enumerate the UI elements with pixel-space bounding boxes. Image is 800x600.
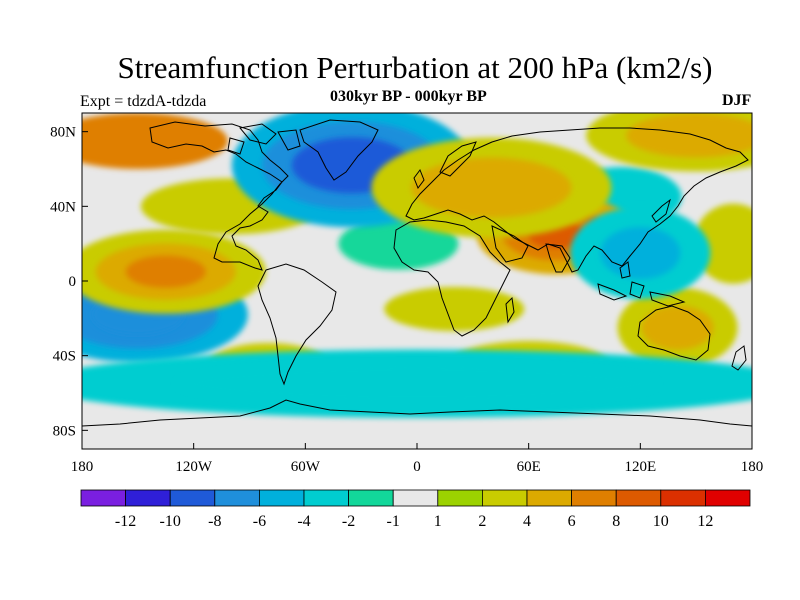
colorbar-tick-label: -2 bbox=[342, 513, 355, 530]
colorbar-tick-label: 2 bbox=[478, 513, 486, 530]
page-title: Streamfunction Perturbation at 200 hPa (… bbox=[117, 50, 713, 85]
colorbar-swatch bbox=[258, 489, 305, 507]
colorbar-swatch bbox=[437, 489, 483, 507]
lat-tick-label: 80N bbox=[50, 125, 76, 141]
contour-southeast-asia-western-pacific-low-2 bbox=[600, 227, 681, 279]
colorbar-swatch bbox=[348, 489, 394, 507]
contour-arctic-siberia-high-2 bbox=[626, 113, 752, 158]
colorbar-tick-label: -4 bbox=[297, 513, 310, 530]
lon-tick-label: 180 bbox=[71, 459, 94, 475]
lat-tick-label: 40S bbox=[53, 349, 76, 365]
coastlines bbox=[82, 119, 752, 427]
coastline-eurasia bbox=[405, 127, 749, 273]
lon-tick-label: 120E bbox=[624, 459, 656, 475]
coastline-australia bbox=[637, 305, 711, 361]
colorbar-swatch bbox=[80, 489, 126, 507]
contour-band-2 bbox=[338, 217, 459, 270]
contour-tropical-east-pacific-high-3 bbox=[125, 255, 206, 288]
coastline-arabia bbox=[491, 225, 529, 263]
colorbar-tick-label: 8 bbox=[612, 513, 620, 530]
colorbar-tick-label: -8 bbox=[208, 513, 221, 530]
season-label: DJF bbox=[722, 92, 752, 109]
lat-tick-label: 0 bbox=[69, 274, 77, 290]
colorbar-tick-label: -10 bbox=[160, 513, 181, 530]
colorbar-tick-label: -12 bbox=[115, 513, 136, 530]
colorbar-tick-label: 6 bbox=[568, 513, 576, 530]
colorbar-tick-label: 1 bbox=[434, 513, 442, 530]
colorbar-swatch bbox=[615, 489, 662, 507]
colorbar-swatch bbox=[303, 489, 349, 507]
coastline-greenland bbox=[299, 119, 379, 181]
contour-band-3 bbox=[384, 287, 525, 331]
coastline-arctic-islands bbox=[227, 123, 301, 155]
period-label: 030kyr BP - 000kyr BP bbox=[330, 88, 487, 105]
colorbar-tick-label: 10 bbox=[653, 513, 669, 530]
colorbar-swatch bbox=[214, 489, 260, 507]
coastline-new-zealand bbox=[731, 345, 747, 371]
colorbar-swatch bbox=[125, 489, 171, 507]
lon-tick-label: 60W bbox=[291, 459, 321, 475]
colorbar-tick-label: -1 bbox=[387, 513, 400, 530]
colorbar-swatch bbox=[169, 489, 216, 507]
colorbar-swatch bbox=[705, 489, 751, 507]
coastline-madagascar bbox=[505, 296, 515, 324]
lon-tick-label: 60E bbox=[517, 459, 541, 475]
contour-band-5 bbox=[82, 113, 228, 169]
coastline-maritime-continent bbox=[597, 261, 686, 307]
lat-tick-label: 40N bbox=[50, 199, 76, 215]
coastline-scandinavia bbox=[439, 141, 477, 177]
coastline-south-america bbox=[257, 263, 337, 386]
colorbar-tick-label: 12 bbox=[697, 513, 713, 530]
longitude-axis: 180 120W 60W 0 60E 120E 180 bbox=[71, 443, 764, 475]
coastline-british-isles bbox=[413, 168, 425, 190]
coastline-antarctica bbox=[82, 399, 752, 427]
colorbar-swatch bbox=[660, 489, 706, 507]
coastline-india bbox=[545, 243, 571, 273]
colorbar-swatch bbox=[392, 489, 439, 507]
lon-tick-label: 0 bbox=[413, 459, 421, 475]
coastline-japan bbox=[651, 198, 671, 223]
colorbar-tick-label: 4 bbox=[523, 513, 531, 530]
lon-tick-label: 180 bbox=[741, 459, 764, 475]
colorbar-tick-label: -6 bbox=[253, 513, 266, 530]
colorbar-swatch bbox=[526, 489, 572, 507]
lon-tick-label: 120W bbox=[175, 459, 213, 475]
coastline-north-america bbox=[149, 121, 289, 271]
colorbar-swatch bbox=[481, 489, 528, 507]
experiment-label: Expt = tdzdA-tdzda bbox=[80, 93, 207, 110]
contour-southern-ocean-wave-train-2 bbox=[177, 363, 657, 404]
contour-eurasian-high-2 bbox=[411, 157, 572, 218]
lat-tick-label: 80S bbox=[53, 423, 76, 439]
colorbar-swatch bbox=[571, 489, 617, 507]
coastline-africa bbox=[393, 219, 511, 337]
latitude-axis: 80N 40N 0 40S 80S bbox=[50, 125, 88, 439]
